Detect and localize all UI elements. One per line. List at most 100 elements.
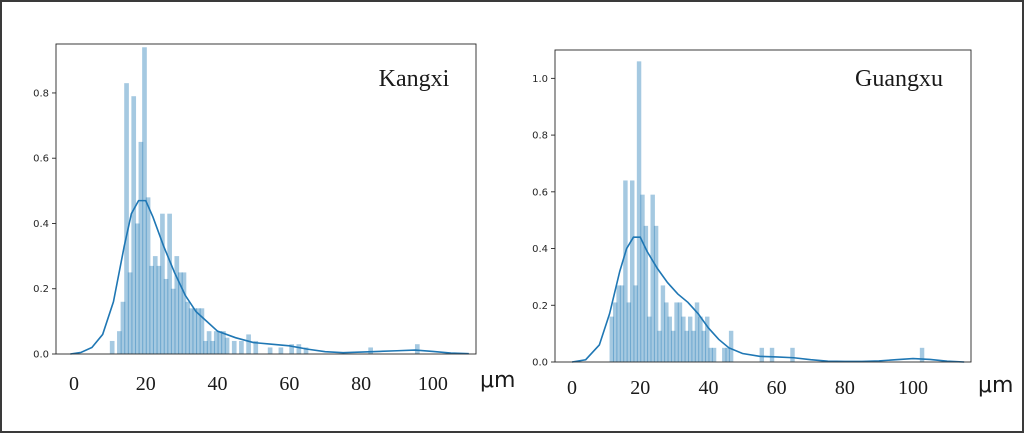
histogram-bar: [267, 347, 273, 354]
x-tick-label: 100: [418, 373, 448, 395]
y-tick-label: 1.0: [532, 74, 548, 85]
y-tick-label: 0.4: [532, 244, 548, 255]
histogram-bar: [759, 347, 765, 362]
histogram-bar: [368, 347, 373, 354]
histogram-bar: [664, 302, 669, 362]
histogram-bar: [117, 331, 122, 354]
histogram-bar: [670, 330, 676, 362]
histogram-bar: [160, 213, 165, 354]
histogram-bar: [185, 301, 190, 354]
histogram-bar: [616, 285, 621, 362]
chart-guangxu: 0.0 0.2 0.4 0.6 0.8 1.0 0 20 40 60 80 100 μm Guangxu: [532, 49, 1013, 399]
histogram-bar: [691, 330, 696, 362]
y-tick-label: 0.0: [33, 350, 49, 361]
histogram-bar: [127, 272, 133, 354]
histogram-bar: [224, 337, 230, 354]
x-tick-label: 100: [898, 377, 928, 399]
histogram-bar: [660, 285, 666, 362]
histogram-bar: [206, 331, 212, 354]
histogram-bar: [213, 331, 219, 354]
histogram-bar: [728, 330, 734, 362]
histogram-bar: [217, 331, 223, 354]
histogram-bar: [708, 347, 713, 362]
histogram-bar: [178, 272, 183, 354]
histogram-bar: [705, 316, 710, 362]
histogram-bar: [170, 288, 176, 354]
histogram-bar: [630, 180, 635, 362]
histogram-bar: [181, 272, 187, 354]
histogram-bar: [124, 83, 129, 354]
histogram-bar: [626, 302, 632, 362]
histogram-bar: [725, 347, 730, 362]
histogram-bar: [221, 331, 226, 354]
histogram-bar: [674, 302, 679, 362]
histogram-bar: [698, 316, 703, 362]
chart-kangxi: 0.0 0.2 0.4 0.6 0.8 0 20 40 60 80 100 μm Kangxi: [33, 43, 515, 395]
kde-curve: [571, 236, 965, 363]
histogram-bar: [239, 340, 244, 354]
histogram-bar: [253, 340, 259, 354]
histogram-bar: [619, 285, 625, 362]
y-tick-label: 0.8: [532, 131, 548, 142]
histogram-bar: [694, 302, 700, 362]
histogram-bar: [687, 316, 693, 362]
histogram-bar: [667, 316, 672, 362]
histogram-bar: [623, 180, 628, 362]
histogram-bar: [138, 141, 144, 354]
x-tick-label: 60: [767, 377, 787, 399]
histogram-bar: [633, 285, 638, 362]
histogram-bar: [246, 334, 251, 354]
kde-curve: [70, 199, 469, 355]
histogram-bar: [677, 302, 683, 362]
y-tick-label: 0.6: [33, 154, 49, 165]
histogram-bar: [289, 344, 294, 354]
histogram-bar: [163, 278, 169, 354]
histogram-bar: [203, 340, 208, 354]
histogram-bar: [681, 316, 686, 362]
y-tick-label: 0.2: [33, 284, 49, 295]
y-tick-label: 0.4: [33, 219, 49, 230]
y-tick-label: 0.0: [532, 358, 548, 369]
histogram-bar: [199, 308, 205, 354]
histogram-bar: [647, 316, 652, 362]
histogram-bar: [192, 308, 198, 354]
histogram-bar: [769, 347, 775, 362]
histogram-bar: [640, 194, 645, 362]
x-unit-label: μm: [480, 368, 515, 393]
histogram-bar: [120, 301, 126, 354]
x-tick-label: 0: [69, 373, 79, 395]
histogram-bar: [303, 347, 309, 354]
x-tick-label: 0: [567, 377, 577, 399]
plot-frame: [554, 49, 972, 363]
histogram-bar: [609, 316, 614, 362]
histogram-bar: [657, 330, 662, 362]
histogram-bar: [210, 340, 216, 354]
histogram-bar: [711, 347, 717, 362]
histogram-bar: [196, 308, 201, 354]
histogram-bar: [278, 347, 284, 354]
x-tick-label: 20: [136, 373, 156, 395]
histogram-bar: [414, 344, 420, 354]
histogram-bar: [152, 256, 158, 354]
x-tick-label: 40: [698, 377, 718, 399]
x-tick-label: 40: [208, 373, 228, 395]
histogram-bar: [167, 213, 172, 354]
histogram-bar: [650, 194, 655, 362]
x-tick-label: 80: [351, 373, 371, 395]
panel-title: Kangxi: [379, 66, 450, 92]
histogram-bar: [653, 225, 659, 362]
histogram-bar: [156, 265, 162, 354]
histogram-bar: [134, 223, 140, 354]
y-tick-label: 0.2: [532, 301, 548, 312]
histogram-bar: [188, 308, 194, 354]
x-tick-label: 80: [835, 377, 855, 399]
histogram-bar: [149, 265, 154, 354]
x-unit-label: μm: [978, 373, 1013, 398]
histogram-bar: [174, 256, 180, 354]
histogram-bar: [919, 347, 925, 362]
histogram-bar: [684, 330, 689, 362]
panel-title: Guangxu: [855, 66, 943, 92]
histogram-bar: [109, 340, 115, 354]
plot-frame: [55, 43, 477, 355]
